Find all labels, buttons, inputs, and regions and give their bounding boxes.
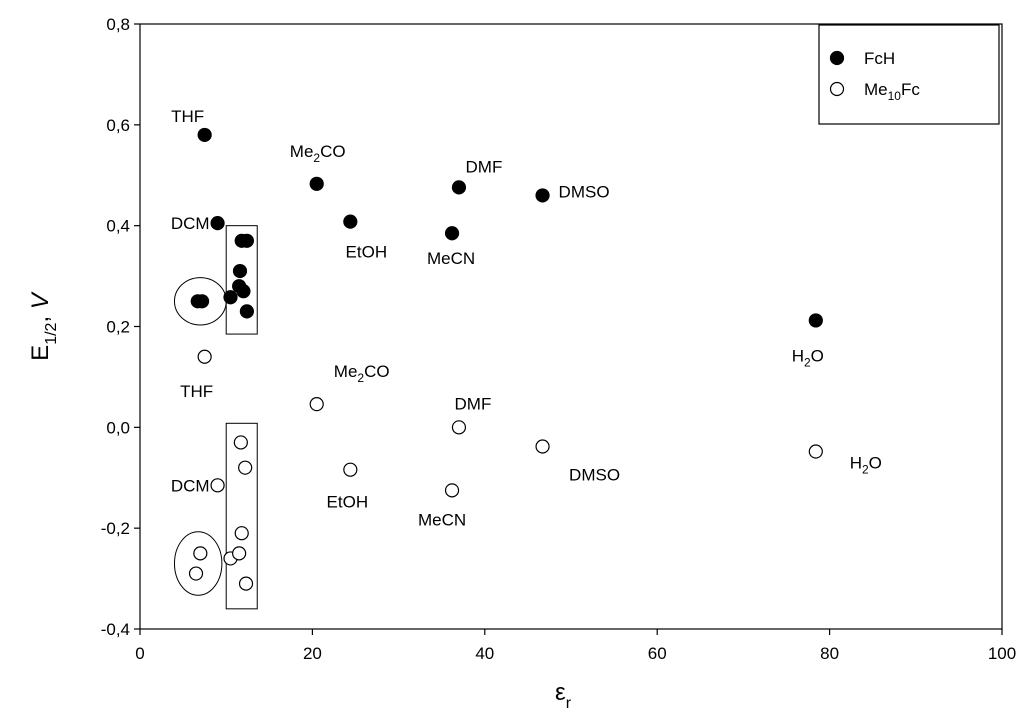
group-rectangle <box>225 225 258 335</box>
axis-ticks: 0 20 40 60 80 100 -0,4 -0,2 0,0 0,2 0,4 0,6 0,8 <box>101 15 1016 663</box>
point-me10fc <box>233 435 248 450</box>
x-tick-label: 40 <box>475 644 494 663</box>
y-tick-label: 0,6 <box>106 116 130 135</box>
x-tick-label: 60 <box>648 644 667 663</box>
point-me10fc <box>451 420 467 435</box>
solvent-label: DMF <box>455 394 492 413</box>
point-fch <box>223 290 238 305</box>
solvent-label: MeCN <box>418 510 466 529</box>
point-me10fc <box>343 462 358 477</box>
point-me10fc <box>210 478 225 493</box>
legend-marker-fch <box>829 50 845 66</box>
point-me10fc <box>309 397 324 412</box>
solvent-label: MeCN <box>427 249 475 268</box>
group-rectangle <box>225 422 258 610</box>
solvent-label: DMSO <box>569 465 620 484</box>
point-me10fc <box>188 566 204 581</box>
point-fch <box>239 304 254 319</box>
y-tick-label: 0,8 <box>106 15 130 34</box>
solvent-label: Me2CO <box>334 362 390 385</box>
y-tick-label: 0,2 <box>106 318 130 337</box>
x-tick-label: 80 <box>820 644 839 663</box>
solvent-label: DCM <box>171 476 210 495</box>
group-shapes <box>173 225 258 610</box>
point-fch <box>239 233 254 248</box>
solvent-label: THF <box>171 107 204 126</box>
x-tick-label: 100 <box>988 644 1016 663</box>
solvent-label: DMSO <box>559 182 610 201</box>
group-ellipse <box>173 531 223 596</box>
point-me10fc <box>234 526 249 541</box>
data-points <box>188 127 823 591</box>
solvent-label: H2O <box>850 454 882 477</box>
solvent-label: Me2CO <box>290 142 346 165</box>
point-me10fc <box>232 546 247 561</box>
x-tick-label: 20 <box>303 644 322 663</box>
point-me10fc <box>238 460 253 475</box>
point-fch <box>236 284 251 299</box>
point-fch <box>232 263 248 279</box>
legend-label-fch: FcH <box>864 49 895 68</box>
point-me10fc <box>535 439 550 454</box>
point-fch <box>197 127 212 143</box>
x-tick-label: 0 <box>135 644 144 663</box>
point-me10fc <box>808 444 823 459</box>
point-fch <box>444 226 460 241</box>
y-tick-label: -0,2 <box>101 519 130 538</box>
point-me10fc <box>193 546 208 561</box>
point-fch <box>343 214 358 229</box>
point-fch <box>194 294 210 309</box>
legend-marker-me10fc <box>829 81 845 97</box>
point-fch <box>210 216 225 231</box>
solvent-label: DCM <box>171 214 210 233</box>
y-tick-label: -0,4 <box>101 620 130 639</box>
point-fch <box>535 188 550 203</box>
y-axis-title: E1/2, V <box>27 291 60 361</box>
solvent-label: EtOH <box>346 243 388 262</box>
solvent-label: H2O <box>792 346 824 369</box>
x-axis-title: εr <box>555 679 572 712</box>
point-me10fc <box>444 483 460 498</box>
point-fch <box>451 180 467 195</box>
point-fch <box>309 176 324 191</box>
point-labels: THF DCM Me2CO EtOH MeCN DMF DMSO H2O THF DCM Me2CO… <box>171 107 882 529</box>
legend-box <box>818 24 1000 125</box>
legend-label-me10fc: Me10Fc <box>864 80 920 103</box>
solvent-label: DMF <box>466 157 503 176</box>
solvent-label: THF <box>180 382 213 401</box>
legend: FcH Me10Fc <box>818 24 1000 125</box>
solvent-label: EtOH <box>327 493 369 512</box>
point-fch <box>808 313 823 328</box>
point-me10fc <box>197 349 212 364</box>
point-me10fc <box>238 576 254 591</box>
y-tick-label: 0,4 <box>106 217 130 236</box>
y-tick-label: 0,0 <box>106 418 130 437</box>
